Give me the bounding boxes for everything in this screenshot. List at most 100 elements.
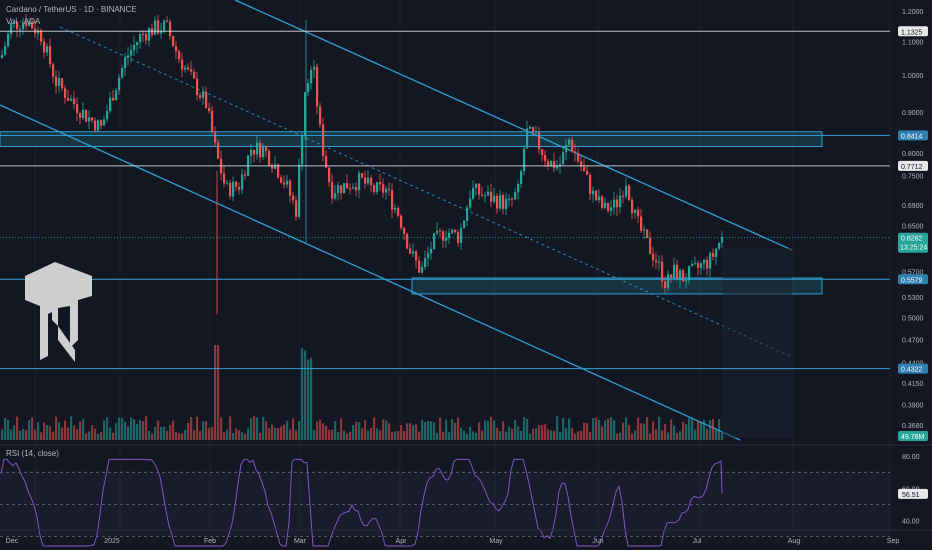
- candle-body: [661, 261, 664, 282]
- volume-bar: [169, 424, 172, 440]
- candle-body: [481, 194, 484, 196]
- volume-bar: [85, 433, 88, 440]
- candle-body: [340, 185, 343, 194]
- candle-body: [409, 248, 412, 254]
- channel-lower-line: [0, 104, 741, 441]
- volume-bar: [661, 430, 664, 440]
- volume-bar: [223, 432, 226, 440]
- volume-bar: [289, 429, 292, 440]
- volume-bar: [496, 427, 499, 440]
- price-tick-label: 0.8000: [902, 151, 924, 158]
- volume-bar: [445, 419, 448, 440]
- volume-bar: [73, 425, 76, 440]
- volume-bar: [649, 433, 652, 440]
- rsi-line: [0, 458, 723, 547]
- candle-body: [148, 28, 151, 41]
- symbol-title[interactable]: Cardano / TetherUS · 1D · BINANCE: [6, 5, 137, 14]
- candle-body: [640, 216, 643, 231]
- volume-bar: [640, 423, 643, 440]
- volume-bar: [682, 421, 685, 440]
- channel-upper-line: [234, 0, 793, 251]
- candle-body: [535, 132, 538, 134]
- volume-bar: [493, 420, 496, 440]
- volume-bar: [103, 420, 106, 440]
- candle-body: [160, 30, 163, 34]
- candle-body: [526, 128, 529, 149]
- candle-body: [559, 164, 562, 167]
- candle-body: [607, 202, 610, 211]
- volume-bar: [55, 416, 58, 440]
- volume-bar: [391, 431, 394, 440]
- candle-body: [505, 198, 508, 209]
- volume-bar: [667, 432, 670, 440]
- volume-bar: [691, 418, 694, 440]
- volume-bar: [349, 431, 352, 440]
- volume-bar: [370, 427, 373, 440]
- volume-bar: [574, 433, 577, 440]
- volume-bar: [259, 432, 262, 440]
- time-axis[interactable]: Dec 2025 Feb Mar Apr May Jun Jul Aug Sep: [0, 529, 932, 545]
- candle-body: [700, 263, 703, 268]
- volume-bar: [247, 428, 250, 440]
- candle-body: [601, 196, 604, 208]
- rsi-tick-label: 80.00: [902, 454, 920, 461]
- candle-body: [67, 97, 70, 101]
- volume-bar: [199, 431, 202, 440]
- volume-bar: [277, 428, 280, 440]
- volume-bar: [175, 432, 178, 440]
- volume-bar: [4, 418, 7, 440]
- price-tick-label: 1.2000: [902, 9, 924, 16]
- candle-body: [475, 183, 478, 188]
- volume-bar: [274, 427, 277, 440]
- candle-body: [424, 258, 427, 267]
- candle-body: [184, 67, 187, 70]
- volume-bar: [322, 423, 325, 440]
- candle-body: [244, 174, 247, 176]
- time-tick-label: Feb: [204, 538, 216, 545]
- volume-bar: [46, 425, 49, 440]
- candle-body: [139, 34, 142, 43]
- candle-body: [508, 198, 511, 200]
- volume-bar: [577, 431, 580, 440]
- volume-bar: [16, 416, 19, 440]
- volume-bar: [535, 428, 538, 440]
- volume-bar: [619, 432, 622, 440]
- volume-bar: [508, 426, 511, 440]
- volume-bar: [211, 426, 214, 440]
- candle-body: [673, 264, 676, 278]
- candle-body: [361, 173, 364, 178]
- candle-body: [190, 69, 193, 72]
- volume-bar: [487, 420, 490, 440]
- candlestick-series: [1, 13, 724, 315]
- candle-body: [145, 34, 148, 41]
- volume-bar: [361, 428, 364, 440]
- price-badge-label: 1.1325: [901, 29, 923, 36]
- volume-bar: [202, 421, 205, 440]
- candle-body: [376, 182, 379, 192]
- volume-bar: [121, 417, 124, 440]
- price-badge: [898, 274, 928, 285]
- candle-body: [316, 66, 319, 107]
- candle-body: [583, 166, 586, 172]
- candle-body: [283, 182, 286, 185]
- volume-bars: [1, 345, 724, 440]
- candle-body: [574, 151, 577, 154]
- volume-bar: [598, 419, 601, 440]
- price-axis[interactable]: 1.2000 1.1000 1.0000 0.9000 0.8000 0.7500 0.69…: [902, 9, 924, 525]
- candle-body: [19, 28, 22, 30]
- volume-bar: [325, 425, 328, 440]
- candle-body: [178, 51, 181, 60]
- volume-bar: [193, 430, 196, 440]
- volume-bar: [163, 426, 166, 440]
- price-badge: [898, 232, 928, 253]
- candle-body: [232, 181, 235, 197]
- candle-body: [676, 264, 679, 280]
- volume-bar: [415, 424, 418, 440]
- candle-body: [718, 242, 721, 249]
- volume-bar: [529, 433, 532, 440]
- volume-bar: [13, 425, 16, 440]
- volume-bar: [502, 421, 505, 440]
- volume-bar: [595, 417, 598, 440]
- volume-bar: [550, 430, 553, 440]
